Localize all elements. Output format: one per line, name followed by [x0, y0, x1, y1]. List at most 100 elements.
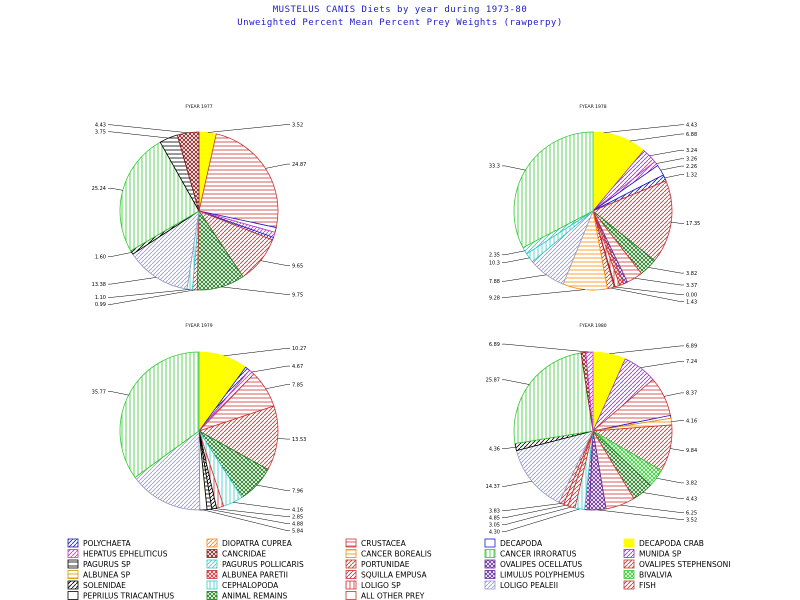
- slice-label: 8.37: [686, 391, 697, 397]
- legend-swatch-pagurus-pollicaris: [206, 559, 218, 569]
- leader-line: [108, 277, 157, 285]
- leader-line: [597, 509, 684, 520]
- legend-swatch-solenidae: [67, 580, 79, 590]
- slice-label: 14.37: [486, 484, 500, 490]
- pie-fyear-1979: FYEAR 1979 10.27 4.67 7.85 13.53 7.96 4.162.85…: [92, 323, 307, 534]
- legend-label-cephalopoda: CEPHALOPODA: [222, 581, 279, 590]
- leader-line: [502, 274, 547, 282]
- pie-title: FYEAR 1978: [579, 104, 606, 110]
- leader-line: [663, 392, 684, 397]
- leader-line: [656, 477, 684, 484]
- slice-label: 4.16: [686, 418, 697, 424]
- leader-line: [502, 289, 585, 298]
- leader-line: [207, 124, 290, 133]
- leader-line: [502, 257, 530, 263]
- pie-title: FYEAR 1980: [579, 323, 606, 329]
- legend-swatch-portunidae: [345, 559, 357, 569]
- legend-swatch-limulus-polyphemus: [484, 570, 496, 579]
- slice-label: 9.84: [686, 448, 697, 454]
- leader-line: [502, 446, 516, 449]
- slice-label: 0.00: [686, 292, 697, 298]
- slice-label: 4.43: [686, 496, 697, 502]
- legend-label-ovalipes-ocellatus: OVALIPES OCELLATUS: [500, 560, 582, 569]
- leader-line: [502, 508, 580, 532]
- pie-slice-crustacea: [198, 133, 279, 229]
- slice-label: 6.25: [686, 510, 697, 516]
- leader-line: [502, 250, 525, 256]
- leader-line: [634, 277, 684, 286]
- legend-swatch-all-other-prey: [345, 591, 357, 600]
- leader-line: [502, 379, 530, 385]
- leader-line: [108, 187, 123, 191]
- pie-slice-loligo-pealeii: [132, 210, 200, 290]
- leader-line: [260, 260, 290, 266]
- leader-line: [502, 506, 572, 525]
- legend-label-munida-sp: MUNIDA SP: [639, 550, 682, 559]
- slice-label: 6.88: [686, 132, 697, 138]
- slice-label: 1.43: [686, 299, 697, 305]
- legend-swatch-bivalvia: [623, 570, 635, 579]
- leader-line: [629, 133, 684, 142]
- leader-line: [660, 165, 684, 171]
- leader-line: [502, 480, 533, 487]
- legend-label-albunea-sp: ALBUNEA SP: [83, 571, 131, 580]
- leader-line: [277, 438, 290, 440]
- leader-line: [502, 343, 590, 353]
- slice-label: 6.89: [686, 344, 697, 350]
- legend-swatch-decapoda-crab: [623, 538, 635, 548]
- legend-label-hepatus-epheliticus: HEPATUS EPHELITICUS: [83, 550, 168, 559]
- legend-swatch-cephalopoda: [206, 580, 218, 590]
- legend-label-all-other-prey: ALL OTHER PREY: [361, 592, 425, 600]
- slice-label: 3.26: [686, 157, 697, 163]
- legend-swatch-loligo-sp: [345, 580, 357, 590]
- legend-label-polychaeta: POLYCHAETA: [83, 539, 132, 548]
- leader-line: [265, 384, 290, 390]
- legend-label-pagurus-pollicaris: PAGURUS POLLICARIS: [222, 560, 304, 569]
- leader-line: [648, 267, 684, 274]
- slice-label: 25.87: [486, 378, 500, 384]
- slice-label: 33.3: [489, 164, 500, 170]
- pie-fyear-1980: FYEAR 1980 6.89 7.24 8.37 4.16 9.84 3.82 4.43 6.…: [486, 323, 697, 535]
- slice-label: 7.85: [292, 382, 303, 388]
- slice-label: 1.10: [95, 295, 106, 301]
- leader-line: [671, 420, 684, 422]
- legend-label-loligo-pealeii: LOLIGO PEALEII: [500, 581, 558, 590]
- slice-label: 9.65: [292, 263, 303, 269]
- leader-line: [502, 503, 562, 511]
- slice-label: 4.88: [292, 521, 303, 527]
- legend-swatch-crustacea: [345, 538, 357, 548]
- slice-label: 4.30: [489, 529, 500, 535]
- legend-swatch-albunea-sp: [67, 570, 79, 579]
- slice-label: 4.43: [686, 123, 697, 129]
- slice-label: 5.84: [292, 528, 303, 534]
- legend-label-animal-remains: ANIMAL REMAINS: [222, 592, 287, 600]
- pie-fyear-1978: FYEAR 1978 4.43 6.88 3.24 3.262.26 1.32 17.35 3…: [489, 104, 700, 305]
- slice-label: 2.85: [292, 514, 303, 520]
- legend-swatch-loligo-pealeii: [484, 580, 496, 590]
- legend-label-bivalvia: BIVALVIA: [639, 571, 673, 580]
- slice-label: 3.24: [686, 148, 697, 154]
- slice-label: 17.35: [686, 221, 700, 227]
- legend-label-limulus-polyphemus: LIMULUS POLYPHEMUS: [500, 571, 585, 580]
- slice-label: 3.05: [489, 522, 500, 528]
- leader-line: [502, 504, 566, 518]
- leader-line: [649, 149, 684, 157]
- slice-label: 13.38: [92, 282, 106, 288]
- legend-swatch-diopatra-cuprea: [206, 538, 218, 548]
- slice-label: 2.26: [686, 164, 697, 170]
- pie-slice-loligo-pealeii: [515, 430, 594, 503]
- slice-label: 2.35: [489, 253, 500, 259]
- slice-label: 1.32: [686, 172, 697, 178]
- slice-label: 3.37: [686, 283, 697, 289]
- leader-line: [502, 165, 526, 171]
- slice-label: 4.67: [292, 364, 303, 370]
- leader-line: [671, 221, 684, 224]
- pie-slice-cancer-irroratus: [119, 141, 200, 252]
- slice-label: 4.16: [292, 507, 303, 513]
- legend-label-diopatra-cuprea: DIOPATRA CUPREA: [222, 539, 293, 548]
- leader-line: [203, 509, 290, 531]
- leader-line: [251, 365, 290, 373]
- slice-label: 13.53: [292, 437, 306, 443]
